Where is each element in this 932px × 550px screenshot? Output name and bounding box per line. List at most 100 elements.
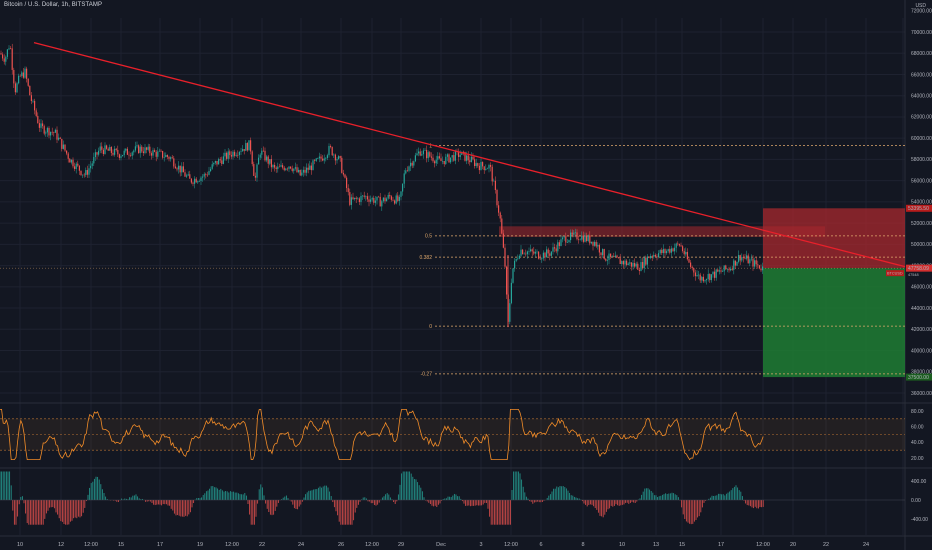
rsi-tick-label: 80.00: [911, 409, 924, 415]
candle-body: [728, 268, 730, 271]
candle-body: [293, 168, 295, 171]
candle-body: [734, 260, 736, 266]
candle-body: [74, 166, 76, 169]
current-price-sublabel: 47548: [908, 273, 919, 277]
symbol-title: Bitcoin / U.S. Dollar, 1h, BITSTAMP: [4, 2, 103, 8]
candle-body: [379, 196, 381, 207]
candle-body: [542, 252, 544, 259]
candle-body: [357, 198, 359, 200]
candle-body: [3, 58, 5, 62]
candle-body: [37, 115, 39, 124]
candle-body: [69, 158, 71, 163]
candle-body: [432, 157, 434, 162]
candle-body: [618, 257, 620, 259]
trendline[interactable]: [33, 41, 906, 268]
candle-body: [339, 156, 341, 158]
price-axis[interactable]: 36000.00 38000.00 40000.00 42000.00 44000.00…: [886, 9, 932, 523]
candle-body: [67, 153, 69, 159]
candle-body: [534, 251, 536, 254]
candle-body: [730, 268, 732, 271]
candle-body: [746, 255, 748, 259]
candle-body: [83, 174, 85, 176]
candle-body: [117, 149, 119, 155]
candle-body: [546, 249, 548, 258]
candle-body: [438, 156, 440, 159]
time-tick-label: 29: [398, 542, 404, 548]
candle-body: [666, 251, 668, 254]
candle-body: [342, 172, 344, 175]
candle-body: [86, 170, 88, 175]
candle-body: [362, 195, 364, 197]
candle-body: [646, 256, 648, 265]
candle-body: [722, 271, 724, 272]
candle-body: [405, 170, 407, 174]
candle-body: [757, 264, 759, 266]
candle-body: [354, 197, 356, 200]
candle-body: [677, 243, 679, 245]
candle-body: [408, 166, 410, 171]
candle-body: [125, 148, 127, 151]
candle-body: [674, 247, 676, 252]
candle-body: [458, 151, 460, 157]
candle-body: [286, 168, 288, 170]
price-tick-label: 60000.00: [911, 136, 932, 142]
candle-body: [314, 160, 316, 161]
candle-body: [133, 150, 135, 153]
candle-body: [29, 85, 31, 96]
candle-body: [45, 132, 47, 134]
candle-body: [477, 163, 479, 166]
candle-body: [490, 165, 492, 167]
candle-body: [19, 75, 21, 77]
candle-body: [182, 166, 184, 173]
candle-body: [755, 260, 757, 265]
candle-body: [398, 196, 400, 201]
candle-body: [656, 256, 658, 258]
candle-body: [266, 156, 268, 161]
current-price-label-box: [906, 264, 932, 272]
candle-body: [203, 173, 205, 177]
candle-body: [294, 167, 296, 169]
candle-body: [667, 249, 669, 252]
fib-level-label: 0.382: [419, 255, 432, 261]
candle-body: [541, 258, 543, 260]
candle-body: [219, 159, 221, 161]
candle-body: [491, 166, 493, 182]
candle-body: [197, 181, 199, 183]
candle-body: [34, 100, 36, 111]
candle-body: [200, 177, 202, 182]
downtrend-line[interactable]: [33, 41, 906, 268]
time-axis[interactable]: 10 12 12:00 15 17 19 12:00 22 24 26 12:00 29 Dec 3 12:…: [17, 542, 869, 548]
candle-body: [270, 159, 272, 168]
candle-body: [584, 235, 586, 242]
candle-body: [338, 156, 340, 160]
candle-body: [51, 131, 53, 133]
candle-body: [685, 251, 687, 255]
candle-body: [627, 263, 629, 265]
candle-body: [472, 156, 474, 160]
candle-body: [664, 249, 666, 254]
candle-body: [122, 155, 124, 157]
candle-body: [576, 232, 578, 240]
candle-body: [658, 253, 660, 258]
candle-body: [306, 167, 308, 173]
candle-body: [592, 241, 594, 246]
candle-body: [619, 258, 621, 265]
candle-body: [277, 166, 279, 170]
candle-body: [245, 143, 247, 151]
time-tick-label: 3: [479, 542, 482, 548]
candle-body: [589, 235, 591, 244]
candle-body: [480, 162, 482, 171]
candle-body: [690, 262, 692, 267]
candle-body: [738, 255, 740, 262]
candle-body: [464, 151, 466, 161]
candle-body: [184, 172, 186, 177]
candle-body: [606, 259, 608, 261]
candle-body: [126, 148, 128, 155]
candle-body: [762, 266, 764, 271]
candle-body: [691, 266, 693, 269]
candle-body: [643, 257, 645, 269]
candle-body: [291, 168, 293, 171]
candle-body: [2, 54, 4, 59]
candle-body: [235, 155, 237, 156]
